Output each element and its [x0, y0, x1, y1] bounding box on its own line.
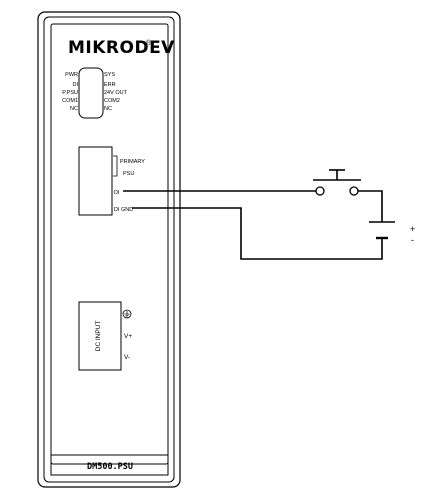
di-gnd-wire	[132, 207, 383, 260]
led-label-di: DI	[73, 82, 79, 88]
faceplate	[50, 23, 169, 465]
vminus-label: V-	[124, 354, 130, 361]
signal-terminal-block: PRIMARY PSU DI DI GND	[78, 146, 145, 216]
button-to-battery-wire	[358, 190, 383, 222]
led-label-nc-left: NC	[70, 106, 78, 112]
model-label: DM500.PSU	[87, 462, 133, 472]
battery-icon	[369, 221, 395, 240]
push-button	[313, 169, 361, 196]
led-label-pwr: PWR	[65, 72, 78, 78]
device-housing: DM500.PSU	[37, 11, 181, 488]
di-gnd-terminal-label: DI GND	[114, 207, 133, 213]
vplus-label: V+	[124, 333, 132, 340]
housing-inner	[43, 16, 175, 483]
dc-input-connector	[78, 301, 122, 371]
psu-label: PSU	[123, 171, 134, 177]
model-plate	[50, 454, 169, 476]
dc-input-label: DC INPUT	[95, 321, 102, 352]
led-label-24v-out: 24V OUT	[104, 90, 128, 96]
battery-plus-label: +	[410, 224, 415, 234]
housing-outer	[37, 11, 181, 488]
brand-logo: MIKRODEV ®	[68, 38, 175, 58]
push-button-contact-right	[349, 186, 359, 196]
led-window	[78, 67, 104, 119]
led-panel: PWR DI P.PSU COM1 NC SYS ERR 24V OUT COM…	[62, 67, 128, 119]
battery-minus-label: -	[411, 235, 414, 245]
led-label-err: ERR	[104, 82, 116, 88]
led-label-com2: COM2	[104, 98, 120, 104]
ground-icon	[122, 309, 132, 319]
external-wiring	[123, 190, 383, 260]
led-label-com1: COM1	[62, 98, 78, 104]
led-label-nc-right: NC	[104, 106, 112, 112]
led-label-ppsu: P.PSU	[62, 90, 78, 96]
di-terminal-label: DI	[114, 190, 120, 196]
led-label-sys: SYS	[104, 72, 115, 78]
primary-label: PRIMARY	[120, 159, 145, 165]
brand-name: MIKRODEV	[68, 38, 175, 58]
brand-registered-mark: ®	[146, 39, 152, 47]
push-button-contact-left	[315, 186, 325, 196]
primary-psu-bracket	[113, 155, 118, 177]
signal-connector	[78, 146, 113, 216]
dc-input-block: DC INPUT V+ V-	[78, 301, 132, 371]
